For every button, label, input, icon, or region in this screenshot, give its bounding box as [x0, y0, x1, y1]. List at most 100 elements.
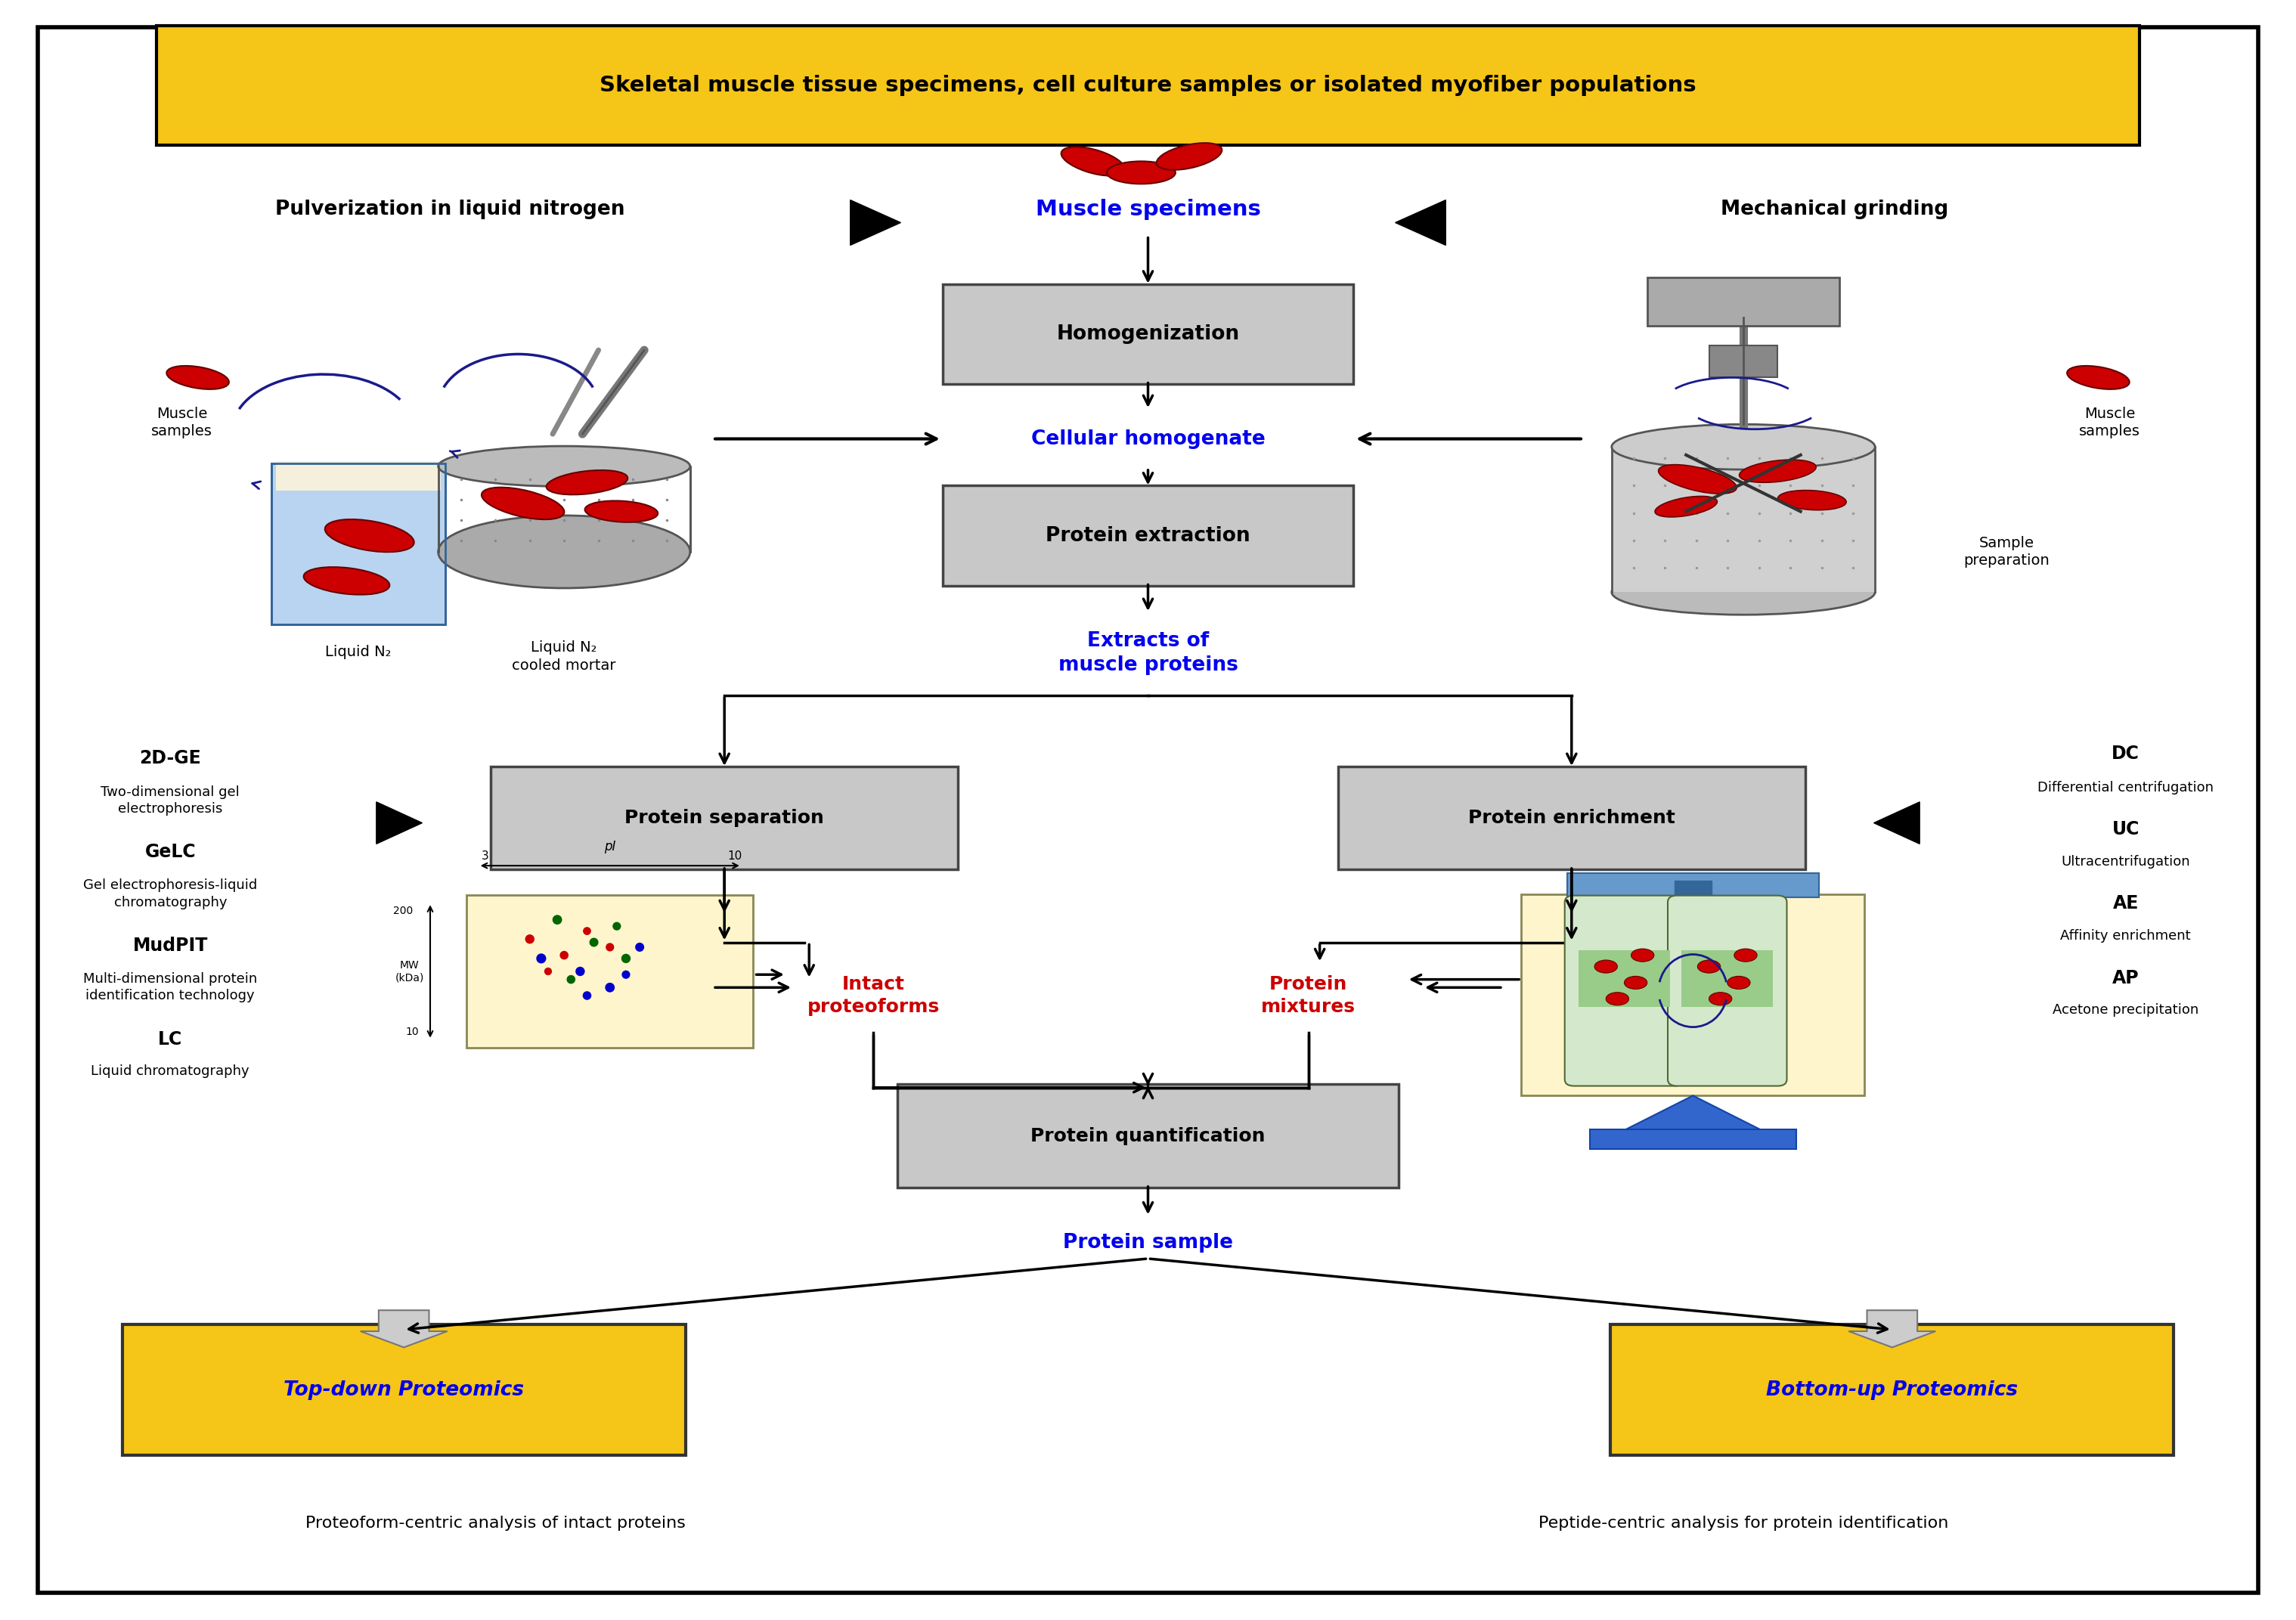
Text: Sample
preparation: Sample preparation — [1963, 536, 2050, 569]
FancyBboxPatch shape — [1566, 873, 1818, 897]
Text: Intact
proteoforms: Intact proteoforms — [806, 975, 939, 1016]
Ellipse shape — [439, 446, 691, 486]
Text: Homogenization: Homogenization — [1056, 324, 1240, 343]
Ellipse shape — [1630, 949, 1653, 962]
Ellipse shape — [1107, 162, 1176, 185]
Ellipse shape — [1655, 496, 1717, 517]
Text: Muscle
samples: Muscle samples — [152, 407, 211, 439]
Text: Top-down Proteomics: Top-down Proteomics — [285, 1380, 523, 1400]
FancyBboxPatch shape — [1681, 951, 1773, 1008]
Ellipse shape — [1061, 147, 1125, 175]
Point — [622, 935, 659, 961]
FancyBboxPatch shape — [1667, 896, 1786, 1085]
FancyArrow shape — [1848, 1311, 1936, 1348]
Text: Mechanical grinding: Mechanical grinding — [1722, 199, 1949, 220]
Text: Multi-dimensional protein
identification technology: Multi-dimensional protein identification… — [83, 972, 257, 1003]
FancyBboxPatch shape — [1522, 894, 1864, 1095]
Ellipse shape — [1733, 949, 1756, 962]
Polygon shape — [1874, 802, 1919, 844]
Text: pI: pI — [604, 839, 615, 854]
Text: Bottom-up Proteomics: Bottom-up Proteomics — [1766, 1380, 2018, 1400]
Text: MudPIT: MudPIT — [133, 936, 209, 954]
FancyBboxPatch shape — [944, 284, 1352, 384]
Ellipse shape — [303, 567, 390, 595]
FancyBboxPatch shape — [1646, 277, 1839, 326]
FancyBboxPatch shape — [898, 1084, 1398, 1187]
Point — [569, 919, 606, 944]
Ellipse shape — [1593, 961, 1616, 974]
Ellipse shape — [1605, 993, 1628, 1006]
FancyBboxPatch shape — [1674, 881, 1711, 914]
FancyBboxPatch shape — [122, 1325, 687, 1455]
FancyBboxPatch shape — [1612, 447, 1876, 593]
Text: Two-dimensional gel
electrophoresis: Two-dimensional gel electrophoresis — [101, 786, 239, 815]
Point — [608, 962, 645, 988]
Text: Liquid chromatography: Liquid chromatography — [92, 1064, 250, 1079]
Text: Protein enrichment: Protein enrichment — [1467, 808, 1676, 828]
Ellipse shape — [546, 470, 627, 494]
Text: AP: AP — [2112, 969, 2140, 987]
Point — [592, 975, 629, 1001]
Text: 3: 3 — [482, 850, 489, 862]
Point — [608, 946, 645, 972]
Ellipse shape — [1708, 993, 1731, 1006]
Text: Acetone precipitation: Acetone precipitation — [2053, 1003, 2200, 1017]
Point — [523, 946, 560, 972]
Text: Protein separation: Protein separation — [625, 808, 824, 828]
Text: 10: 10 — [728, 850, 742, 862]
Text: Liquid N₂
cooled mortar: Liquid N₂ cooled mortar — [512, 640, 615, 672]
FancyBboxPatch shape — [1609, 1325, 2174, 1455]
FancyBboxPatch shape — [271, 463, 445, 624]
Text: DC: DC — [2112, 745, 2140, 763]
Point — [599, 914, 636, 940]
Ellipse shape — [1777, 491, 1846, 510]
FancyBboxPatch shape — [1566, 896, 1683, 1085]
Ellipse shape — [1727, 977, 1750, 990]
Text: Protein quantification: Protein quantification — [1031, 1128, 1265, 1145]
Text: MW
(kDa): MW (kDa) — [395, 961, 425, 983]
FancyBboxPatch shape — [1708, 345, 1777, 377]
Text: Affinity enrichment: Affinity enrichment — [2060, 928, 2190, 943]
Ellipse shape — [1157, 143, 1221, 170]
Text: GeLC: GeLC — [145, 842, 195, 860]
Text: Protein
mixtures: Protein mixtures — [1261, 975, 1355, 1016]
Text: LC: LC — [158, 1030, 181, 1048]
Text: 200: 200 — [393, 906, 413, 917]
Point — [569, 983, 606, 1009]
Ellipse shape — [1697, 961, 1720, 974]
Polygon shape — [850, 199, 900, 245]
Text: Proteoform-centric analysis of intact proteins: Proteoform-centric analysis of intact pr… — [305, 1516, 687, 1531]
FancyBboxPatch shape — [1589, 1129, 1795, 1149]
Text: Extracts of
muscle proteins: Extracts of muscle proteins — [1058, 632, 1238, 676]
FancyBboxPatch shape — [466, 894, 753, 1048]
Ellipse shape — [585, 501, 659, 522]
Ellipse shape — [1612, 570, 1876, 614]
Text: Gel electrophoresis-liquid
chromatography: Gel electrophoresis-liquid chromatograph… — [83, 878, 257, 909]
Point — [540, 907, 576, 933]
Text: Cellular homogenate: Cellular homogenate — [1031, 429, 1265, 449]
Polygon shape — [377, 802, 422, 844]
Point — [553, 967, 590, 993]
Text: Liquid N₂: Liquid N₂ — [326, 645, 390, 659]
Text: Muscle specimens: Muscle specimens — [1035, 199, 1261, 220]
Text: Pulverization in liquid nitrogen: Pulverization in liquid nitrogen — [276, 199, 625, 220]
Text: AE: AE — [2112, 894, 2138, 912]
FancyBboxPatch shape — [491, 766, 957, 870]
FancyBboxPatch shape — [276, 462, 441, 491]
Text: Ultracentrifugation: Ultracentrifugation — [2062, 855, 2190, 868]
Polygon shape — [1396, 199, 1446, 245]
Point — [576, 930, 613, 956]
FancyBboxPatch shape — [1577, 951, 1669, 1008]
FancyBboxPatch shape — [37, 28, 2259, 1592]
Ellipse shape — [439, 515, 691, 588]
Polygon shape — [1612, 1095, 1773, 1136]
Text: 10: 10 — [404, 1027, 418, 1037]
Text: Muscle
samples: Muscle samples — [2080, 407, 2140, 439]
Ellipse shape — [482, 488, 565, 520]
Text: UC: UC — [2112, 820, 2140, 839]
Ellipse shape — [1612, 424, 1876, 470]
FancyBboxPatch shape — [156, 26, 2140, 146]
Text: Protein sample: Protein sample — [1063, 1233, 1233, 1252]
Point — [546, 943, 583, 969]
Ellipse shape — [1658, 465, 1736, 494]
